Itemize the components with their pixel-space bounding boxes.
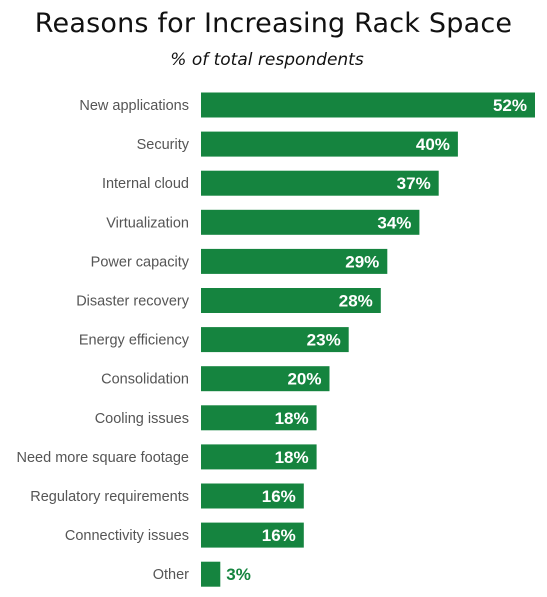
value-label-2: 37% [397, 174, 431, 193]
chart-subtitle: % of total respondents [170, 50, 364, 70]
value-label-8: 18% [275, 409, 309, 428]
bar-0 [201, 92, 535, 118]
value-label-6: 23% [307, 331, 341, 350]
chart-title: Reasons for Increasing Rack Space [34, 8, 513, 39]
value-label-10: 16% [262, 487, 296, 506]
bar-10 [201, 483, 304, 509]
category-label-1: Security [137, 137, 190, 153]
category-label-7: Consolidation [101, 372, 189, 388]
bar-8 [201, 405, 317, 431]
bars-group [201, 92, 535, 587]
value-label-5: 28% [339, 292, 373, 311]
value-label-7: 20% [287, 370, 321, 389]
bar-12 [201, 561, 221, 587]
category-labels-group: New applications Security Internal cloud Vi… [17, 98, 190, 583]
category-label-10: Regulatory requirements [30, 489, 189, 505]
category-label-0: New applications [79, 98, 189, 114]
category-label-11: Connectivity issues [65, 528, 189, 544]
value-label-3: 34% [377, 213, 411, 232]
value-label-12: 3% [226, 565, 251, 584]
category-label-5: Disaster recovery [76, 294, 190, 310]
bar-9 [201, 444, 317, 470]
category-label-4: Power capacity [91, 254, 190, 270]
category-label-3: Virtualization [106, 215, 189, 231]
category-label-2: Internal cloud [102, 176, 189, 192]
value-labels-group: 52% 40% 37% 34% 29% 28% 23% 20% 18% 18% 16% 16% 3% [226, 96, 527, 584]
bar-6 [201, 327, 349, 353]
bar-4 [201, 248, 388, 274]
category-label-9: Need more square footage [17, 450, 190, 466]
value-label-4: 29% [345, 252, 379, 271]
bar-1 [201, 131, 458, 157]
value-label-1: 40% [416, 135, 450, 154]
category-label-6: Energy efficiency [79, 333, 190, 349]
value-label-9: 18% [275, 448, 309, 467]
bar-11 [201, 522, 304, 548]
bar-3 [201, 209, 420, 235]
bar-5 [201, 288, 381, 313]
category-label-8: Cooling issues [95, 411, 189, 427]
bar-2 [201, 170, 439, 196]
bar-7 [201, 366, 330, 392]
value-label-0: 52% [493, 96, 527, 115]
category-label-12: Other [153, 567, 189, 583]
value-label-11: 16% [262, 526, 296, 545]
